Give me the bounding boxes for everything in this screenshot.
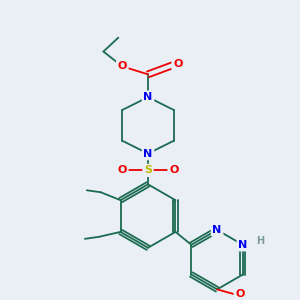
Text: O: O bbox=[169, 166, 178, 176]
Text: O: O bbox=[235, 289, 244, 299]
Text: N: N bbox=[238, 240, 248, 250]
Text: N: N bbox=[143, 148, 153, 159]
Text: O: O bbox=[173, 59, 182, 69]
Text: O: O bbox=[118, 166, 127, 176]
Text: S: S bbox=[144, 166, 152, 176]
Text: O: O bbox=[118, 61, 127, 71]
Text: N: N bbox=[143, 92, 153, 102]
Text: N: N bbox=[212, 225, 222, 235]
Text: H: H bbox=[256, 236, 264, 246]
